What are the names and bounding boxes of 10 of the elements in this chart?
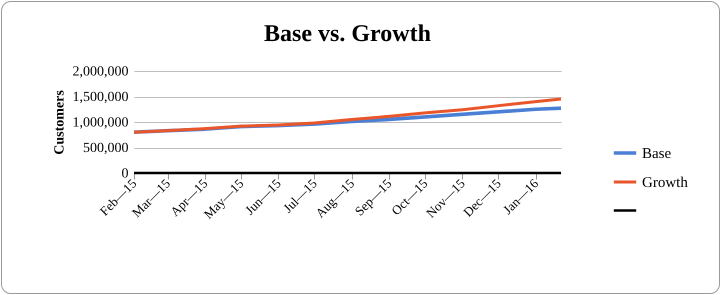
y-tick-label: 1,500,000 — [72, 90, 128, 105]
y-tick-label: 0 — [122, 166, 128, 182]
line-series — [132, 98, 562, 134]
y-axis-title: Customers — [52, 90, 68, 155]
y-tick-label: 2,000,000 — [72, 64, 128, 80]
chart-title: Base vs. Growth — [264, 21, 431, 47]
y-tick-label: 500,000 — [83, 141, 128, 156]
legend-label: Base — [642, 146, 672, 162]
y-tick-label: 1,000,000 — [72, 116, 128, 130]
legend-label: Growth — [642, 175, 688, 191]
